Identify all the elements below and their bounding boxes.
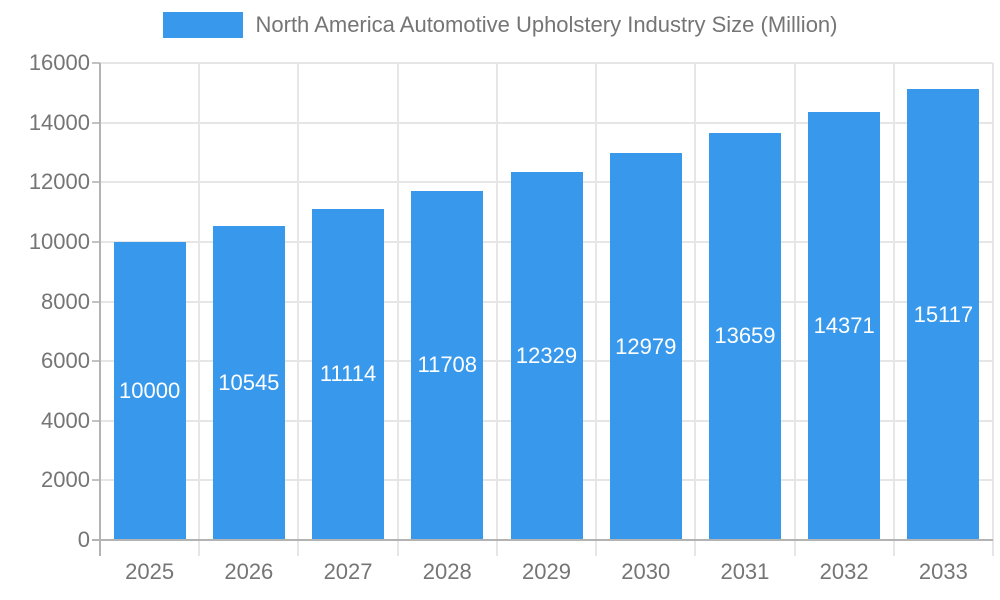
y-tick-label: 0: [77, 527, 90, 552]
bar-value-label: 13659: [714, 323, 776, 349]
bar: [113, 241, 186, 540]
x-tick-label: 2033: [918, 559, 968, 584]
y-tick-label: 12000: [28, 169, 90, 195]
bar-value-label: 10000: [119, 377, 181, 403]
x-tick-mark: [297, 540, 300, 556]
v-gridline: [396, 63, 399, 540]
y-tick-mark: [92, 240, 100, 243]
x-tick-mark: [595, 540, 598, 556]
x-tick-label: 2027: [323, 559, 373, 584]
x-tick-mark: [198, 540, 201, 556]
legend-label: North America Automotive Upholstery Indu…: [255, 12, 838, 37]
x-tick-mark: [495, 540, 498, 556]
v-gridline: [595, 63, 598, 540]
y-tick-label: 2000: [41, 467, 90, 493]
h-gridline: [100, 121, 993, 124]
bar: [808, 111, 881, 540]
bar-value-label: 12979: [615, 333, 677, 359]
y-tick-mark: [92, 479, 100, 482]
v-gridline: [892, 63, 895, 540]
y-axis-line: [99, 63, 101, 556]
v-gridline: [793, 63, 796, 540]
bar-value-label: 14371: [813, 312, 875, 338]
bar: [907, 89, 980, 540]
bar-value-label: 11708: [417, 352, 478, 378]
x-tick-mark: [892, 540, 895, 556]
x-tick-mark: [992, 540, 994, 556]
y-tick-label: 10000: [28, 228, 90, 254]
y-tick-mark: [92, 419, 100, 422]
bar: [609, 153, 682, 540]
v-gridline: [992, 63, 994, 540]
x-tick-label: 2031: [720, 559, 770, 584]
x-tick-label: 2026: [224, 559, 274, 584]
legend[interactable]: North America Automotive Upholstery Indu…: [0, 12, 1000, 38]
y-tick-mark: [92, 181, 100, 184]
bar-value-label: 10545: [218, 369, 280, 395]
y-tick-mark: [92, 121, 100, 124]
y-tick-mark: [92, 300, 100, 303]
v-gridline: [694, 63, 697, 540]
legend-swatch[interactable]: [162, 12, 243, 38]
y-tick-label: 8000: [41, 288, 90, 314]
v-gridline: [495, 63, 498, 540]
bar: [708, 132, 781, 540]
y-tick-label: 16000: [28, 50, 90, 75]
v-gridline: [297, 63, 300, 540]
h-gridline: [100, 62, 993, 64]
y-tick-label: 4000: [41, 407, 90, 433]
bar: [212, 225, 285, 540]
y-tick-mark: [92, 62, 100, 64]
x-tick-label: 2030: [621, 559, 671, 584]
v-gridline: [198, 63, 201, 540]
bar: [510, 172, 583, 540]
bar-value-label: 11114: [319, 361, 377, 387]
bar-value-label: 12329: [515, 343, 578, 369]
y-tick-label: 14000: [28, 109, 90, 135]
bar: [312, 208, 385, 540]
x-tick-label: 2025: [125, 559, 175, 584]
x-axis-line: [92, 539, 993, 541]
x-tick-mark: [396, 540, 399, 556]
x-tick-label: 2029: [522, 559, 571, 584]
y-tick-mark: [92, 360, 100, 363]
x-tick-mark: [694, 540, 697, 556]
bar-value-label: 15117: [913, 301, 974, 327]
x-tick-label: 2032: [819, 559, 869, 584]
x-tick-label: 2028: [422, 559, 472, 584]
y-tick-label: 6000: [41, 348, 90, 374]
bar: [411, 190, 484, 540]
x-tick-mark: [793, 540, 796, 556]
